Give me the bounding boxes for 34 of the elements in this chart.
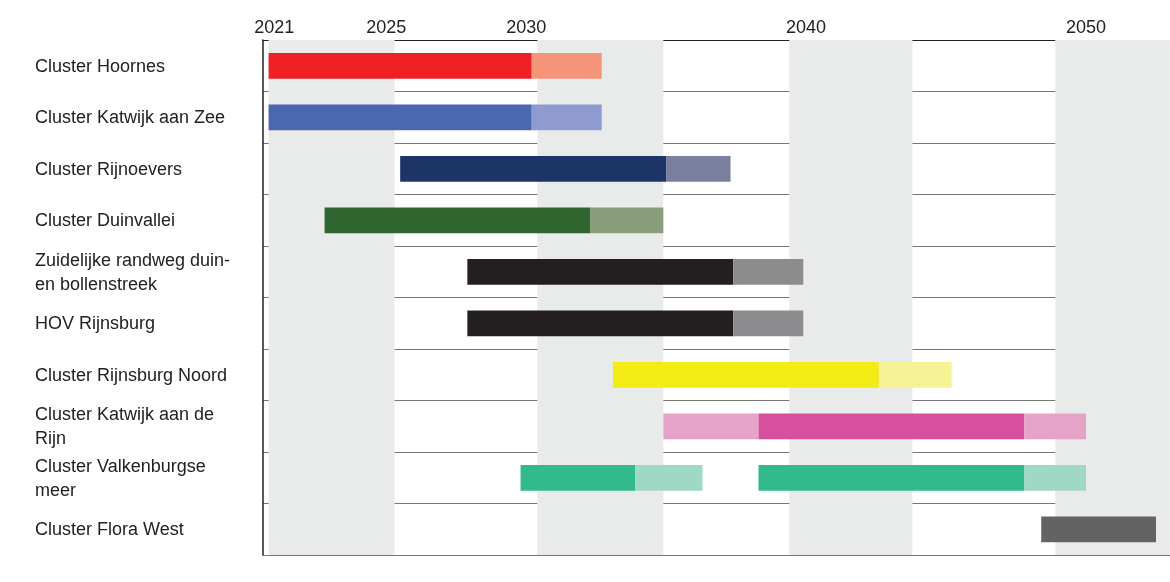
y-tick-label: Cluster Katwijk aan Zee bbox=[35, 107, 226, 128]
bar bbox=[878, 361, 952, 388]
bar bbox=[324, 207, 591, 234]
bar bbox=[733, 310, 804, 337]
y-tick-label: Cluster Duinvallei bbox=[35, 210, 176, 231]
x-tick-label: 2030 bbox=[506, 17, 547, 37]
bar bbox=[400, 155, 667, 182]
bar bbox=[758, 413, 1025, 440]
y-tick-label: HOV Rijnsburg bbox=[35, 313, 156, 334]
bar bbox=[612, 361, 879, 388]
y-tick-label: Cluster Flora West bbox=[35, 519, 184, 540]
bar bbox=[531, 104, 602, 131]
bar bbox=[1024, 464, 1087, 491]
bar bbox=[590, 207, 664, 234]
bar bbox=[733, 258, 804, 285]
y-tick-label: Cluster Rijnoevers bbox=[35, 158, 183, 179]
x-tick-label: 2025 bbox=[366, 17, 407, 37]
bar bbox=[666, 155, 731, 182]
y-tick-label: Cluster Rijnsburg Noord bbox=[35, 364, 228, 385]
x-tick-label: 2040 bbox=[786, 17, 827, 37]
bar bbox=[1041, 516, 1156, 543]
bar bbox=[663, 413, 759, 440]
y-tick-label: Zuidelijke randweg duin- en bollenstreek bbox=[35, 249, 236, 294]
y-tick-label: Cluster Hoornes bbox=[35, 55, 166, 76]
bar bbox=[268, 104, 532, 131]
bar bbox=[268, 52, 532, 79]
x-tick-label: 2021 bbox=[254, 17, 295, 37]
y-tick-label: Cluster Valkenburgse meer bbox=[35, 455, 211, 500]
bar bbox=[467, 310, 734, 337]
y-tick-label: Cluster Katwijk aan de Rijn bbox=[35, 404, 220, 449]
bar bbox=[758, 464, 1025, 491]
bar bbox=[531, 52, 602, 79]
bar bbox=[467, 258, 734, 285]
x-tick-label: 2050 bbox=[1066, 17, 1107, 37]
